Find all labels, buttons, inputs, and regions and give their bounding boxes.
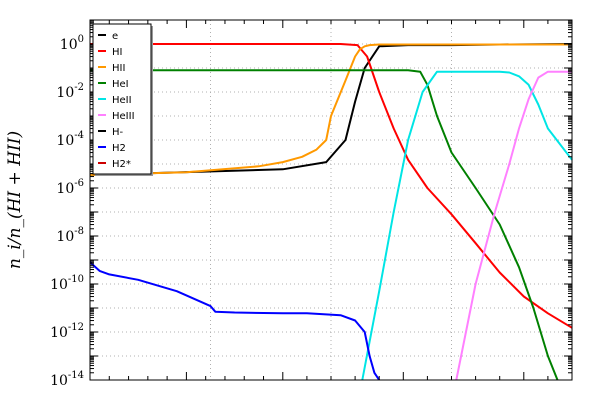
y-axis-label: n_i/n_(HI + HII): [5, 131, 25, 269]
y-tick-label: 10-8: [56, 226, 84, 245]
series-line-HI: [90, 43, 573, 329]
legend-label-HeI: HeI: [112, 79, 129, 90]
y-tick-label: 10-10: [50, 274, 84, 293]
series-line-e: [89, 43, 573, 176]
legend-label-HeIII: HeIII: [112, 111, 135, 122]
series-layer: [89, 43, 573, 381]
grid: [90, 19, 572, 381]
series-line-HeII: [361, 70, 573, 381]
legend-label-HII: HII: [112, 63, 125, 74]
series-line-H2: [89, 261, 381, 381]
series-line-HeIII: [455, 70, 572, 381]
y-tick-label: 100: [60, 34, 84, 53]
axes: [89, 19, 573, 381]
legend: e HI HII HeI HeII HeIII H- H2 H2*: [92, 23, 153, 176]
y-tick-label: 10-4: [56, 130, 84, 149]
legend-label-H2*: H2*: [112, 159, 131, 170]
y-tick-label: 10-2: [56, 82, 84, 101]
y-tick-label: 10-12: [50, 322, 84, 341]
legend-label-HeII: HeII: [112, 95, 132, 106]
legend-label-H-: H-: [112, 127, 124, 138]
legend-label-e: e: [112, 31, 118, 42]
legend-label-HI: HI: [112, 47, 122, 58]
y-tick-label: 10-6: [56, 178, 84, 197]
series-line-HeI: [90, 69, 559, 381]
legend-label-H2: H2: [112, 143, 126, 154]
series-line-HII: [89, 43, 572, 176]
y-tick-label: 10-14: [50, 370, 84, 389]
y-tick-labels: 100 10-2 10-4 10-6 10-8 10-10 10-12 10-14: [50, 34, 84, 389]
